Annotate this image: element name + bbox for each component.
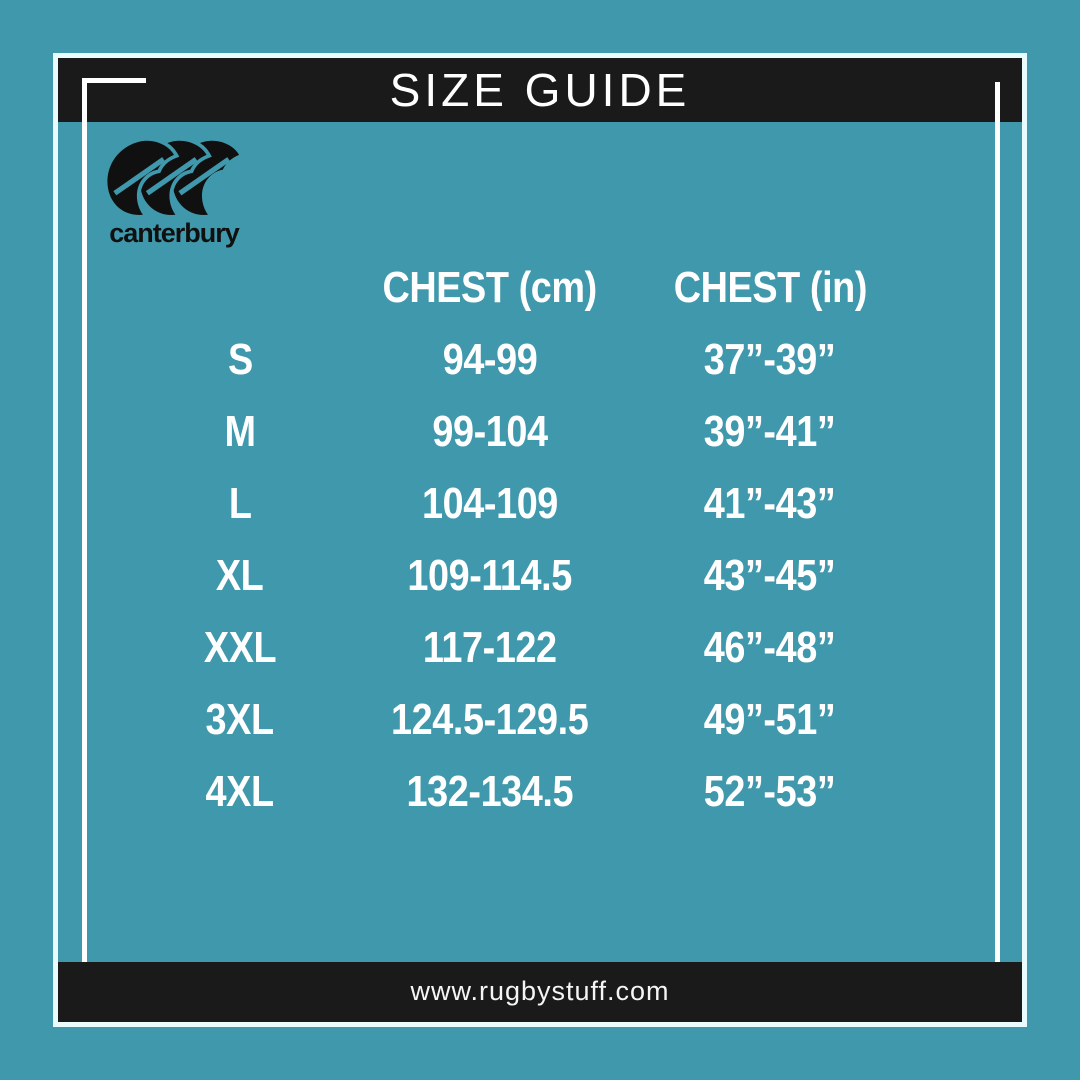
canterbury-ccc-icon — [103, 140, 245, 217]
title-bar: SIZE GUIDE — [58, 58, 1022, 122]
size-label: S — [227, 335, 253, 384]
chest-cm-value: 109-114.5 — [407, 551, 573, 600]
outer-frame-border — [53, 53, 1027, 1027]
size-label: 3XL — [205, 695, 275, 744]
chest-cm-value: 99-104 — [432, 407, 548, 456]
page-title: SIZE GUIDE — [389, 64, 691, 116]
column-header-chest-cm: CHEST (cm) — [382, 263, 598, 312]
chest-in-value: 41”-43” — [704, 479, 836, 528]
size-label: M — [224, 407, 256, 456]
chest-in-value: 43”-45” — [704, 551, 836, 600]
size-label: 4XL — [205, 767, 275, 816]
size-label: XXL — [203, 623, 277, 672]
table-corner-cell — [130, 252, 350, 324]
chest-cm-value: 117-122 — [423, 623, 557, 672]
chest-in-value: 37”-39” — [704, 335, 836, 384]
chest-in-value: 46”-48” — [704, 623, 836, 672]
chest-cm-value: 104-109 — [422, 479, 558, 528]
chest-in-value: 39”-41” — [704, 407, 836, 456]
chest-cm-value: 94-99 — [442, 335, 538, 384]
inner-frame-top-left-stub — [82, 78, 146, 83]
chest-cm-value: 124.5-129.5 — [391, 695, 589, 744]
column-header-chest-in: CHEST (in) — [673, 263, 867, 312]
chest-in-value: 49”-51” — [704, 695, 836, 744]
size-label: XL — [216, 551, 264, 600]
footer-bar: www.rugbystuff.com — [58, 962, 1022, 1022]
size-label: L — [228, 479, 252, 528]
inner-frame-left-line — [82, 78, 87, 998]
chest-in-value: 52”-53” — [704, 767, 836, 816]
inner-frame-right-line — [995, 82, 1000, 1022]
chest-cm-value: 132-134.5 — [406, 767, 574, 816]
size-table: CHEST (cm) CHEST (in) S 94-99 37”-39” M … — [130, 252, 910, 828]
brand-wordmark: canterbury — [109, 218, 240, 248]
website-url: www.rugbystuff.com — [410, 976, 670, 1006]
brand-logo: canterbury — [100, 140, 248, 249]
